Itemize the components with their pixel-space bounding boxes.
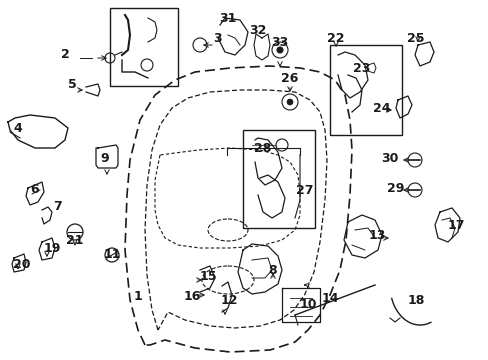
- Text: 16: 16: [183, 289, 200, 302]
- Text: 30: 30: [381, 152, 398, 165]
- Text: 9: 9: [101, 152, 109, 165]
- Text: 23: 23: [353, 62, 370, 75]
- Text: 6: 6: [31, 183, 39, 195]
- Text: 17: 17: [447, 219, 464, 231]
- Text: 28: 28: [254, 141, 271, 154]
- Text: 27: 27: [296, 184, 313, 197]
- Text: 4: 4: [14, 122, 22, 135]
- Bar: [329, 45, 401, 135]
- Text: 19: 19: [43, 242, 61, 255]
- Text: 13: 13: [367, 229, 385, 242]
- Text: 3: 3: [213, 32, 222, 45]
- Text: 33: 33: [271, 36, 288, 49]
- Text: 32: 32: [249, 23, 266, 36]
- Text: 11: 11: [103, 248, 121, 261]
- Text: 12: 12: [220, 293, 237, 306]
- Text: 21: 21: [66, 234, 83, 247]
- Text: 8: 8: [268, 264, 277, 276]
- Text: 24: 24: [372, 102, 390, 114]
- Text: 25: 25: [407, 32, 424, 45]
- Text: 10: 10: [299, 298, 316, 311]
- Circle shape: [286, 99, 292, 105]
- Text: 1: 1: [133, 289, 142, 302]
- Bar: [243, 130, 314, 228]
- Text: 2: 2: [61, 48, 69, 60]
- Text: 29: 29: [386, 181, 404, 194]
- Bar: [110, 8, 178, 86]
- Text: 5: 5: [67, 77, 76, 90]
- Text: 26: 26: [281, 72, 298, 85]
- Text: 18: 18: [407, 293, 424, 306]
- Text: 31: 31: [219, 12, 236, 24]
- Text: 20: 20: [13, 257, 31, 270]
- Text: 15: 15: [199, 270, 216, 283]
- Text: 7: 7: [53, 199, 61, 212]
- Text: 22: 22: [326, 32, 344, 45]
- Text: 14: 14: [321, 292, 338, 305]
- Circle shape: [276, 47, 283, 53]
